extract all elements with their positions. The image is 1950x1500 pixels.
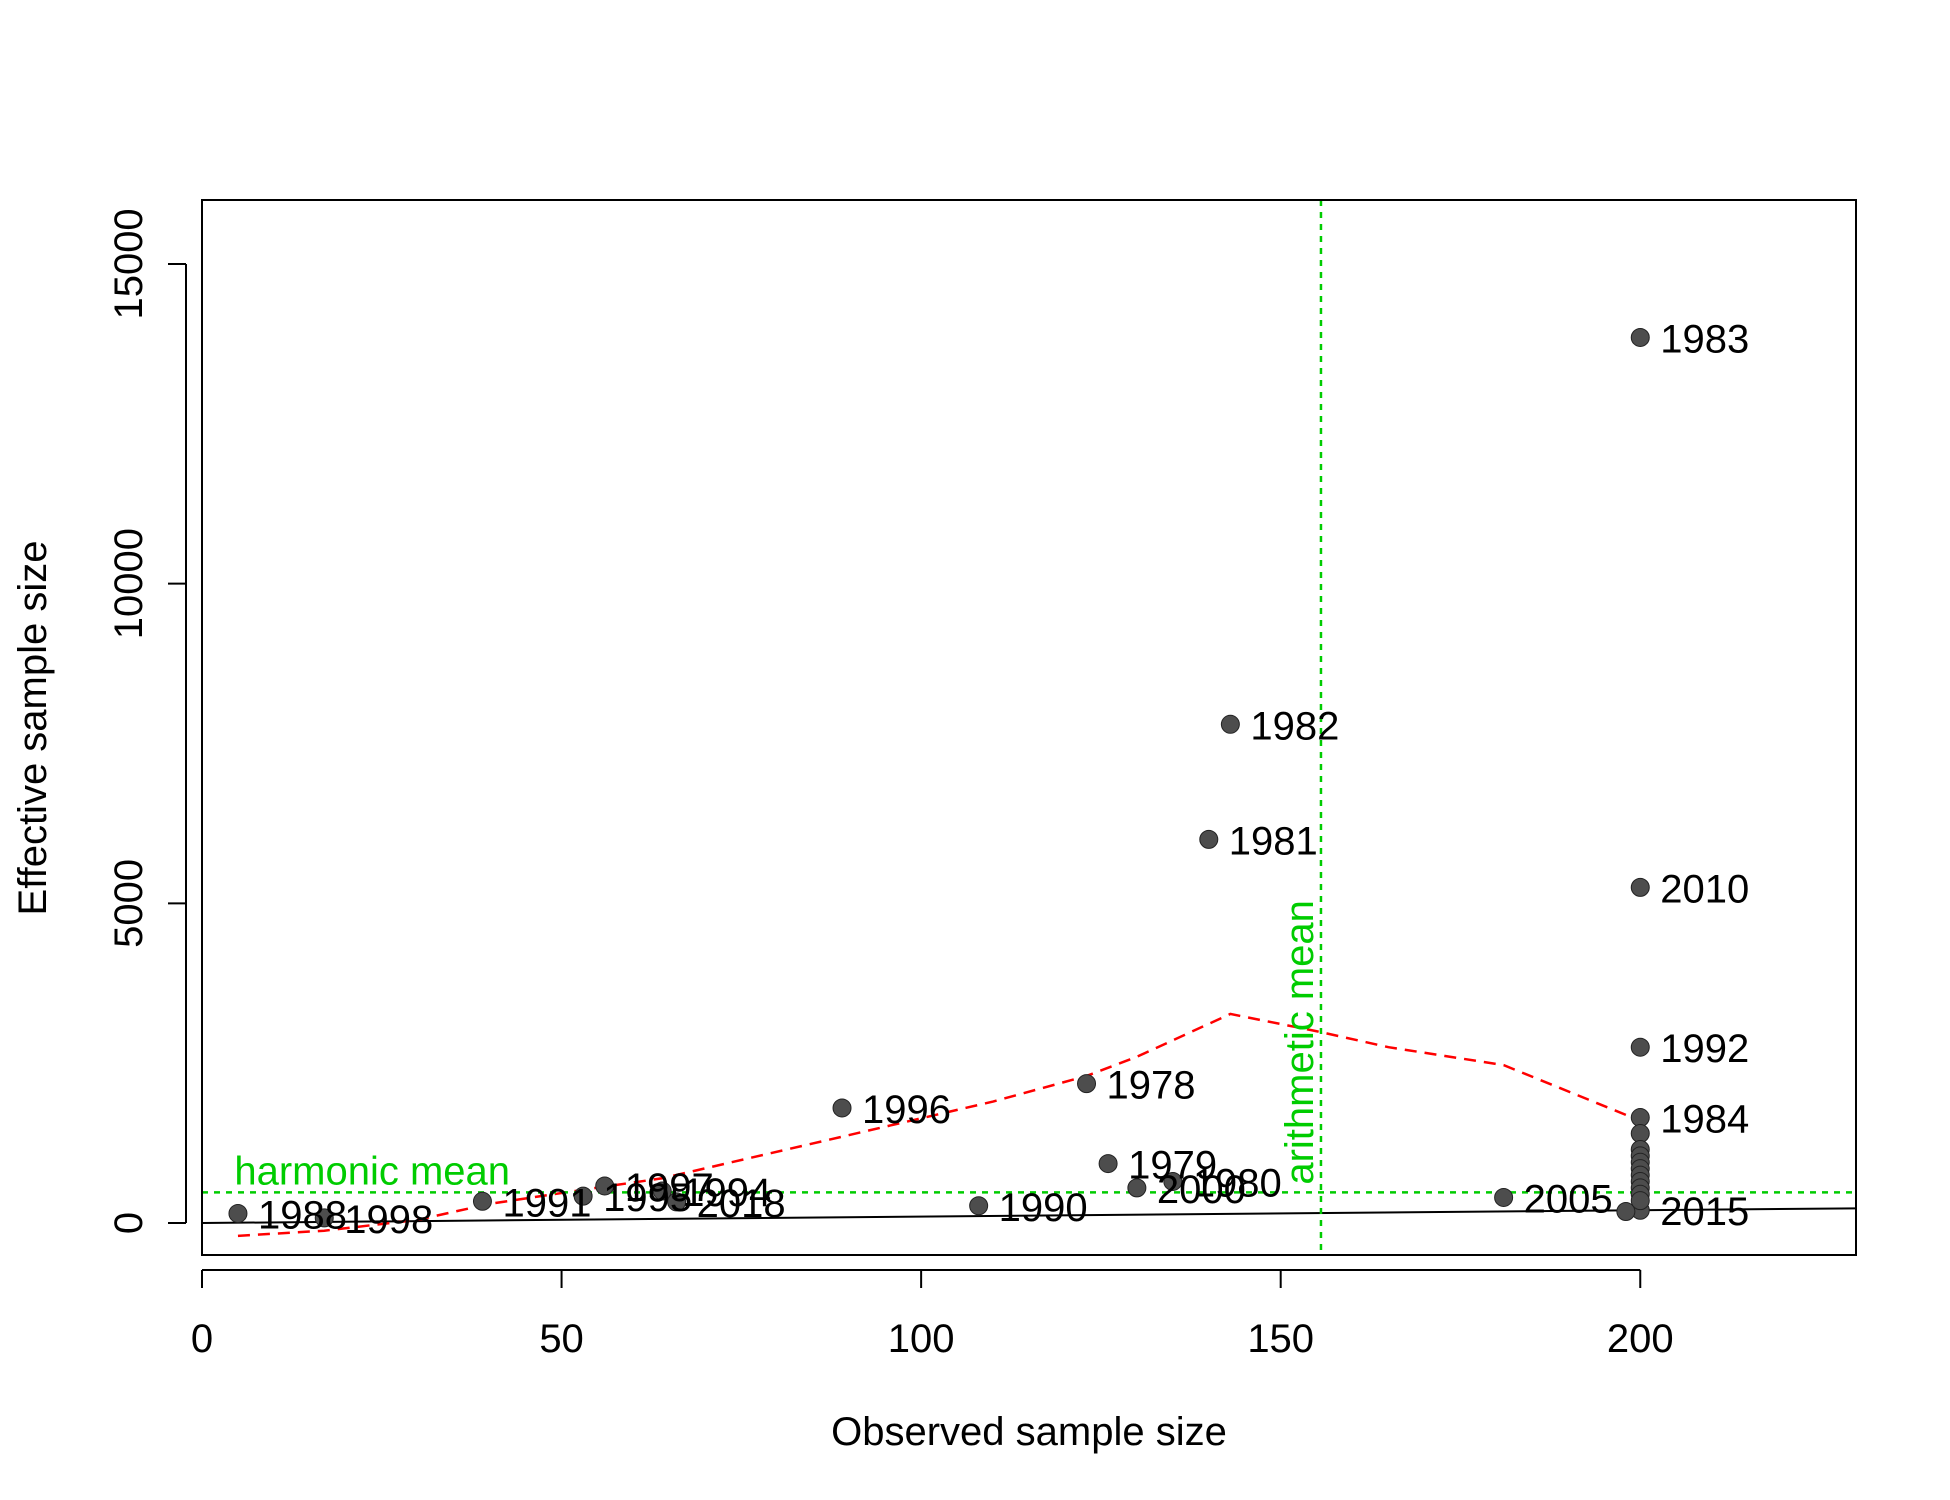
data-point [652,1181,672,1201]
y-tick-label: 5000 [107,859,151,948]
data-point [1630,327,1650,347]
data-point [1220,714,1240,734]
x-axis-title: Observed sample size [831,1410,1227,1454]
x-tick-label: 100 [888,1317,955,1361]
data-point [1098,1154,1118,1174]
data-point [1077,1074,1097,1094]
data-point [1494,1187,1514,1207]
point-label: 1992 [1660,1027,1749,1071]
smoother-line [237,1012,1641,1238]
point-label: 2000 [1157,1168,1246,1212]
x-tick-label: 0 [191,1317,213,1361]
reference-lines [202,200,1856,1255]
data-point [1630,1124,1650,1144]
arithmetic-mean-label: arithmetic mean [1278,900,1322,1185]
point-label: 1982 [1250,704,1339,748]
data-point [1630,1108,1650,1128]
data-point [1127,1178,1147,1198]
point-label: 1994 [682,1171,771,1215]
point-label: 2010 [1660,867,1749,911]
data-point [472,1191,492,1211]
point-label: 1988 [258,1193,347,1237]
point-label: 2005 [1524,1177,1613,1221]
point-label: 1978 [1107,1064,1196,1108]
point-labels: harmonic mean arithmetic mean 1983 1982 1981… [234,317,1749,1241]
point-label: 1995 [603,1176,692,1220]
data-point [1163,1171,1183,1191]
data-point [832,1098,852,1118]
point-label: 1996 [862,1088,951,1132]
plot-frame [201,199,1857,1256]
data-point [1630,1191,1650,1211]
data-point [969,1196,989,1216]
point-label: 1979 [1128,1144,1217,1188]
one-to-one-line [202,1207,1856,1225]
data-points [228,327,1650,1228]
y-tick-label: 15000 [107,208,151,319]
data-point [595,1176,615,1196]
data-point [667,1192,687,1212]
point-label: 2018 [697,1182,786,1226]
data-point [1616,1202,1636,1222]
data-point [228,1203,248,1223]
data-point [1199,829,1219,849]
x-tick-label: 150 [1247,1317,1314,1361]
point-label: 1983 [1660,317,1749,361]
data-point [1630,1037,1650,1057]
harmonic-mean-label: harmonic mean [234,1149,510,1193]
y-axis-title: Effective sample size [11,541,55,916]
point-label: 1991 [502,1181,591,1225]
point-label: 1997 [625,1166,714,1210]
point-label: 1980 [1193,1161,1282,1205]
data-point [314,1208,334,1228]
point-label: 1981 [1229,819,1318,863]
point-label: 1990 [999,1186,1088,1230]
point-label: 2015 [1660,1190,1749,1234]
data-point [1630,877,1650,897]
data-point [573,1186,593,1206]
x-tick-label: 50 [539,1317,584,1361]
point-label: 1984 [1660,1098,1749,1142]
y-tick-label: 10000 [107,528,151,639]
y-tick-label: 0 [107,1212,151,1234]
point-label: 1998 [344,1198,433,1242]
x-tick-label: 200 [1607,1317,1674,1361]
